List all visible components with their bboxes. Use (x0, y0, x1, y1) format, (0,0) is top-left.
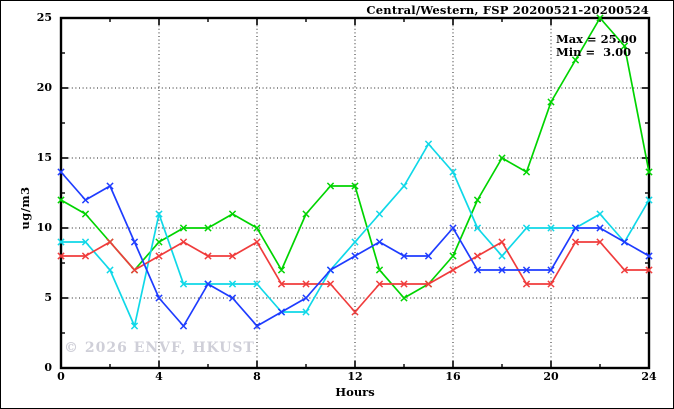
y-tick-label: 0 (44, 361, 52, 374)
y-tick-label: 25 (36, 11, 52, 24)
x-tick-label: 24 (641, 370, 657, 383)
y-tick-label: 10 (36, 221, 52, 234)
minmax-legend: Max = 25.00 Min = 3.00 (556, 33, 637, 59)
legend-max-value: Max = 25.00 (556, 32, 637, 46)
x-tick-label: 8 (253, 370, 261, 383)
x-tick-label: 4 (155, 370, 163, 383)
x-tick-label: 0 (57, 370, 65, 383)
series-red-markers (57, 238, 653, 316)
x-axis-label: Hours (335, 385, 375, 399)
x-tick-label: 12 (347, 370, 363, 383)
chart-title: Central/Western, FSP 20200521-20200524 (366, 3, 649, 17)
x-tick-label: 16 (445, 370, 461, 383)
y-tick-label: 5 (44, 291, 52, 304)
watermark: © 2026 ENVF, HKUST (64, 340, 255, 356)
plot-border (59, 16, 651, 370)
y-tick-label: 20 (36, 81, 52, 94)
x-tick-label: 20 (543, 370, 559, 383)
legend-min-value: Min = 3.00 (556, 45, 632, 59)
series-blue-markers (57, 168, 653, 330)
y-tick-label: 15 (36, 151, 52, 164)
